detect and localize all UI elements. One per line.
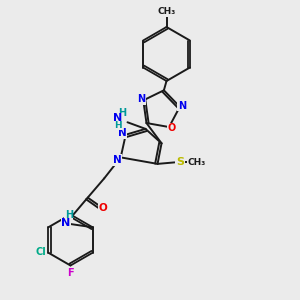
Text: O: O	[168, 123, 176, 133]
Text: N: N	[113, 113, 122, 123]
Text: N: N	[118, 128, 127, 138]
Text: H: H	[118, 108, 126, 118]
Text: H: H	[114, 121, 122, 130]
Text: F: F	[67, 268, 74, 278]
Text: N: N	[178, 100, 186, 111]
Text: O: O	[99, 203, 108, 213]
Text: N: N	[137, 94, 145, 104]
Text: CH₃: CH₃	[158, 8, 175, 16]
Text: N: N	[61, 218, 71, 228]
Text: S: S	[176, 158, 184, 167]
Text: H: H	[65, 210, 73, 220]
Text: Cl: Cl	[35, 247, 46, 257]
Text: CH₃: CH₃	[188, 158, 206, 167]
Text: N: N	[113, 155, 122, 165]
